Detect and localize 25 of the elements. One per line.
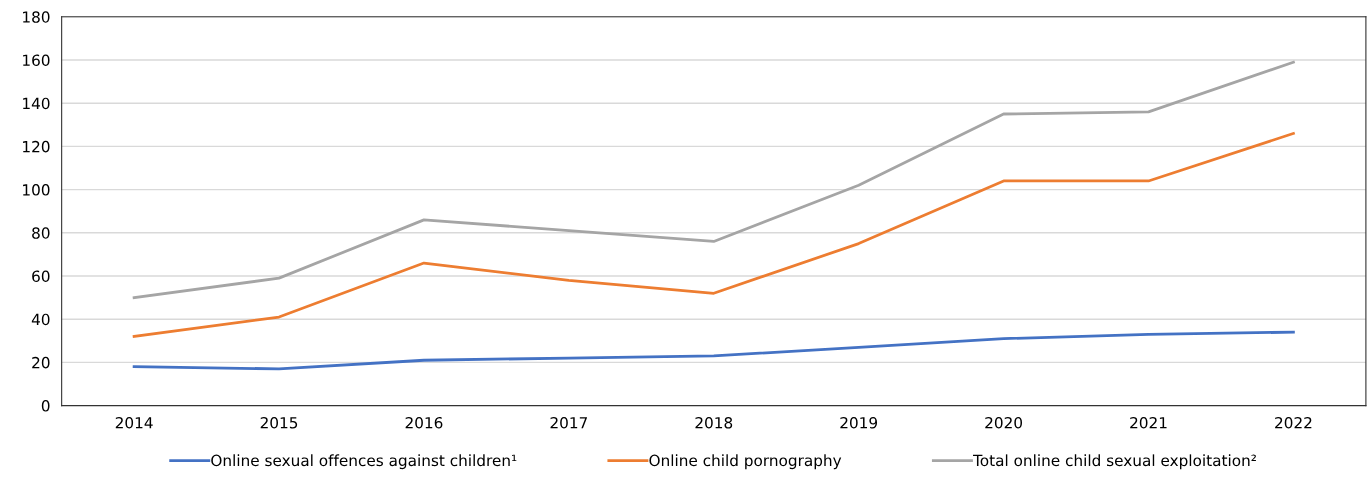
x-tick-label: 2017 bbox=[550, 416, 587, 429]
y-tick-label: 180 bbox=[23, 11, 50, 23]
y-tick-label: 60 bbox=[32, 270, 50, 283]
legend-label: Online child pornography bbox=[649, 454, 842, 470]
x-tick-label: 2018 bbox=[695, 416, 733, 429]
y-tick-label: 40 bbox=[31, 313, 50, 326]
y-tick-label: 0 bbox=[41, 400, 50, 412]
y-tick-label: 140 bbox=[23, 97, 50, 110]
x-tick-label: 2020 bbox=[985, 416, 1023, 429]
x-tick-label: 2022 bbox=[1275, 416, 1312, 429]
line-series bbox=[132, 132, 1295, 338]
x-tick-label: 2021 bbox=[1130, 416, 1167, 429]
x-tick-label: 2016 bbox=[405, 416, 443, 429]
x-tick-label: 2019 bbox=[840, 416, 878, 429]
y-tick-label: 80 bbox=[32, 227, 50, 239]
y-tick-label: 100 bbox=[23, 184, 50, 196]
legend-label: Total online child sexual exploitation² bbox=[973, 454, 1256, 470]
x-tick-label: 2014 bbox=[115, 416, 153, 429]
legend-label: Online sexual offences against children¹ bbox=[211, 454, 517, 470]
y-tick-label: 20 bbox=[32, 356, 50, 369]
y-tick-label: 120 bbox=[23, 140, 50, 153]
x-tick-label: 2015 bbox=[260, 416, 298, 429]
line-series bbox=[132, 60, 1295, 299]
y-tick-label: 160 bbox=[23, 54, 50, 67]
line-series bbox=[132, 330, 1295, 371]
